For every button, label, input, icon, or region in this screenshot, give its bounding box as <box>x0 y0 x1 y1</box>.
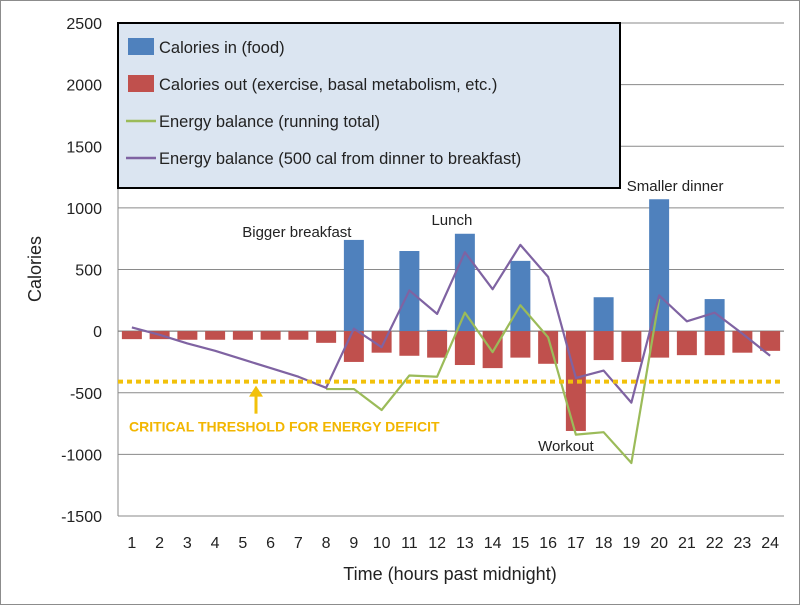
legend-entry: Calories out (exercise, basal metabolism… <box>159 76 497 94</box>
calories-out-bar <box>649 331 670 358</box>
x-tick-label: 16 <box>539 535 557 552</box>
calories-out-bar <box>399 331 420 356</box>
x-axis-ticks: 1 2 3 4 5 6 7 8 9 10 11 12 13 14 15 16 17 18 19 20 21 22 23 24 <box>127 535 779 552</box>
x-tick-label: 19 <box>622 535 640 552</box>
threshold-label: CRITICAL THRESHOLD FOR ENERGY DEFICIT <box>129 419 440 435</box>
calories-out-bar <box>621 331 642 362</box>
y-axis-title: Calories <box>25 236 45 302</box>
x-tick-label: 24 <box>761 535 779 552</box>
y-tick-label: -500 <box>70 386 102 403</box>
y-tick-label: -1500 <box>61 509 102 526</box>
lines <box>131 243 771 465</box>
legend-entry: Energy balance (500 cal from dinner to b… <box>159 150 521 168</box>
y-tick-label: 500 <box>75 263 102 280</box>
calories-in-bar <box>704 299 725 332</box>
calories-out-bar <box>676 331 697 356</box>
running-total-line <box>326 298 661 465</box>
legend-swatch <box>128 75 154 92</box>
legend-box <box>117 22 621 189</box>
legend-entry: Calories in (food) <box>159 39 285 57</box>
x-tick-label: 12 <box>428 535 446 552</box>
calories-out-bar <box>288 331 309 340</box>
calories-in-bar <box>454 233 475 332</box>
calories-in-bar <box>427 329 448 332</box>
x-tick-label: 10 <box>373 535 391 552</box>
calories-out-bar <box>454 331 475 366</box>
calories-out-bar <box>343 331 364 362</box>
threshold-group: CRITICAL THRESHOLD FOR ENERGY DEFICIT <box>118 379 782 435</box>
x-tick-label: 4 <box>211 535 220 552</box>
y-tick-label: 1500 <box>66 139 102 156</box>
annotations: Bigger breakfast Lunch Workout Smaller dinn… <box>242 178 723 455</box>
calories-in-bar <box>593 297 614 332</box>
x-tick-label: 20 <box>650 535 668 552</box>
y-axis-ticks: 2500 2000 1500 1000 500 0 -500 -1000 -1500 <box>61 16 102 526</box>
legend: Calories in (food) Calories out (exercise… <box>117 22 621 189</box>
x-tick-label: 23 <box>733 535 751 552</box>
calories-in-bar <box>649 199 670 332</box>
annotation-label: Workout <box>538 438 594 455</box>
x-axis-title: Time (hours past midnight) <box>343 564 556 584</box>
annotation-label: Lunch <box>431 212 472 229</box>
x-tick-label: 7 <box>294 535 303 552</box>
calories-out-bar <box>177 331 198 340</box>
x-tick-label: 6 <box>266 535 275 552</box>
y-tick-label: 0 <box>93 324 102 341</box>
calories-out-bar <box>482 331 503 369</box>
calories-out-bar <box>232 331 253 340</box>
legend-swatch <box>128 38 154 55</box>
calories-in-bar <box>343 239 364 332</box>
x-tick-label: 13 <box>456 535 474 552</box>
calories-in-bar <box>510 260 531 332</box>
x-tick-label: 3 <box>183 535 192 552</box>
x-tick-label: 2 <box>155 535 164 552</box>
x-tick-label: 14 <box>484 535 502 552</box>
calories-out-bar <box>704 331 725 356</box>
x-tick-label: 11 <box>401 535 418 552</box>
legend-entry: Energy balance (running total) <box>159 113 380 131</box>
x-tick-label: 5 <box>238 535 247 552</box>
x-tick-label: 8 <box>322 535 331 552</box>
calories-out-bar <box>260 331 281 340</box>
annotation-label: Bigger breakfast <box>242 224 352 241</box>
y-tick-label: 1000 <box>66 201 102 218</box>
x-tick-label: 21 <box>678 535 696 552</box>
y-tick-label: 2500 <box>66 16 102 33</box>
x-tick-label: 1 <box>127 535 136 552</box>
calories-out-bar <box>316 331 337 343</box>
x-tick-label: 9 <box>349 535 358 552</box>
threshold-arrow-head <box>249 385 263 397</box>
shifted-balance-line <box>131 243 771 404</box>
x-tick-label: 18 <box>595 535 613 552</box>
calories-out-bar <box>593 331 614 361</box>
x-tick-label: 15 <box>511 535 529 552</box>
calories-out-bar <box>427 331 448 358</box>
calories-out-bar <box>205 331 226 340</box>
calories-out-bar <box>510 331 531 358</box>
calories-out-bar <box>121 331 142 340</box>
x-tick-label: 22 <box>706 535 724 552</box>
y-tick-label: -1000 <box>61 447 102 464</box>
y-tick-label: 2000 <box>66 78 102 95</box>
calories-out-bar <box>760 331 781 351</box>
annotation-label: Smaller dinner <box>627 178 724 195</box>
x-tick-label: 17 <box>567 535 585 552</box>
